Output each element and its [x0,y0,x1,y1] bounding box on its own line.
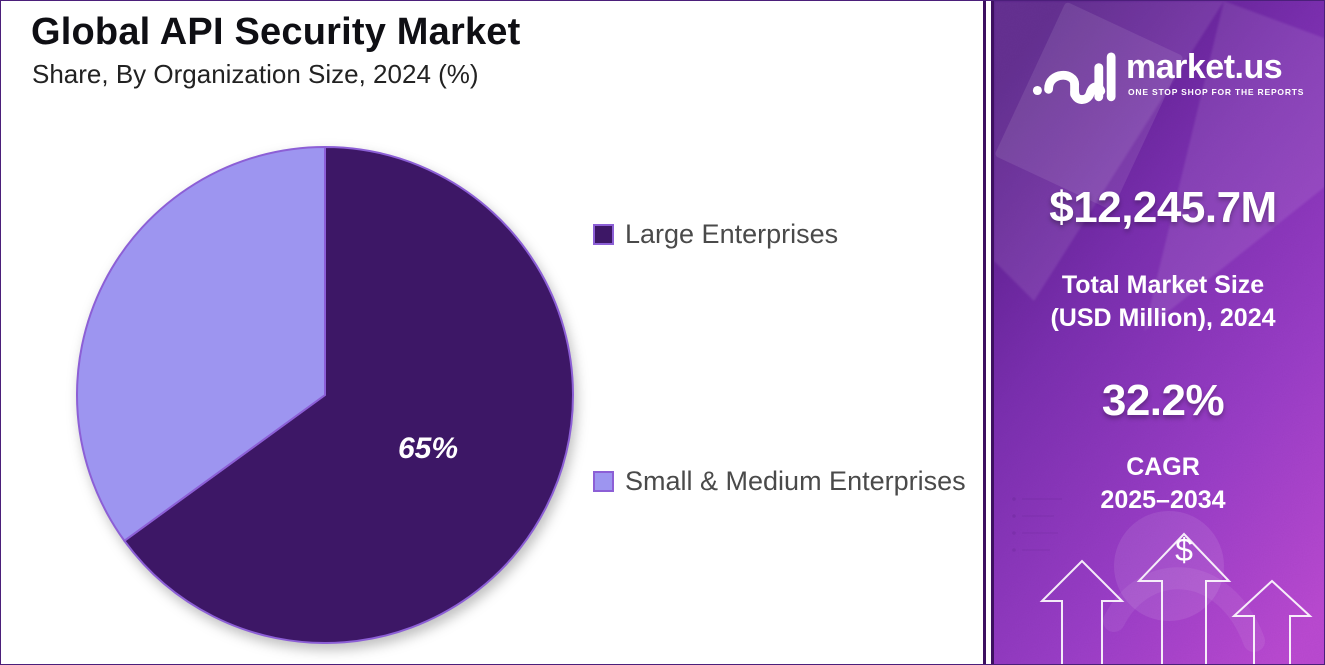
svg-text:$: $ [1175,532,1193,568]
